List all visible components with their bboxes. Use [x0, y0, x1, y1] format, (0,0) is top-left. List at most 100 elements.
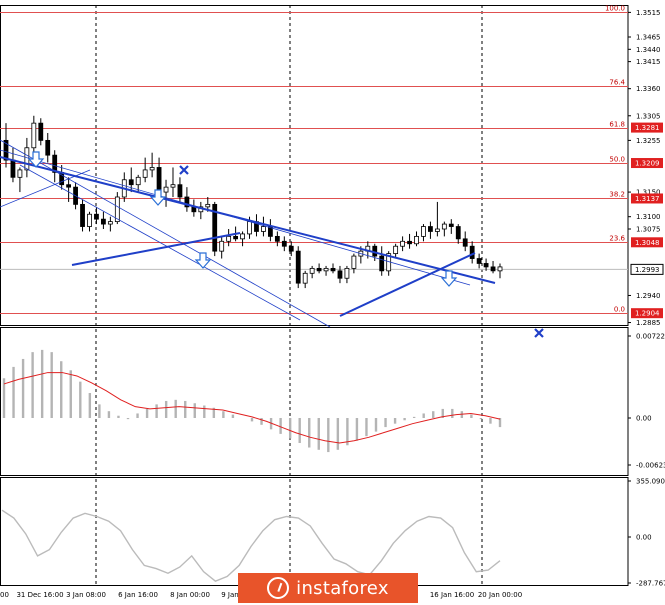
time-label: 16 Jan 16:00	[430, 591, 474, 599]
price-tag	[631, 237, 663, 248]
candle-body	[87, 213, 92, 227]
candle-body	[414, 235, 419, 245]
candle-body	[177, 184, 183, 198]
time-label-partial: 00	[0, 591, 9, 599]
candle-body	[66, 184, 72, 188]
candle-body	[170, 184, 176, 188]
price-tick-label: 1.3515	[636, 9, 661, 17]
main-pane-frame	[0, 5, 629, 326]
cross-marker-icon	[179, 165, 189, 175]
time-label: 6 Jan 16:00	[118, 591, 158, 599]
price-tick-label: 1.3150	[636, 189, 661, 197]
candle-body	[107, 221, 113, 225]
instaforex-logo: instaforex	[238, 573, 418, 603]
trend-line	[339, 252, 476, 317]
time-label: 20 Jan 00:00	[478, 591, 522, 599]
time-label: 3 Jan 08:00	[66, 591, 106, 599]
candle-body	[135, 176, 141, 186]
candle-body	[52, 154, 58, 173]
candle-body	[483, 263, 489, 268]
candle-body	[142, 169, 148, 178]
candle-body	[455, 226, 461, 240]
fib-level-label: 0.0	[614, 306, 625, 314]
candle-body	[205, 203, 211, 208]
candle-body	[441, 223, 447, 230]
time-label: 9 Jan	[221, 591, 238, 599]
candle-body	[17, 169, 23, 178]
watermark-text: instaforex	[296, 577, 389, 599]
fib-level-label: 23.6	[609, 235, 625, 243]
candle-body	[379, 255, 385, 272]
candle-body	[302, 272, 308, 284]
candle-body	[156, 167, 162, 193]
price-tick-label: 1.3255	[636, 137, 661, 145]
candle-body	[469, 245, 475, 259]
candle-body	[38, 122, 44, 141]
candle-body	[476, 258, 482, 264]
candle-body	[261, 226, 266, 232]
price-tick-label: 1.3465	[636, 34, 661, 42]
candle-body	[212, 203, 218, 252]
candle-body	[45, 139, 51, 156]
arrow-down-icon	[149, 189, 167, 206]
channel-line	[19, 164, 301, 321]
candle-body	[128, 179, 134, 186]
fib-level-label: 61.8	[609, 121, 625, 129]
instaforex-logo-icon	[267, 577, 290, 599]
macd-pane-frame	[0, 327, 629, 476]
macd-tick-label: 0.00	[636, 415, 652, 423]
candle-body	[295, 250, 301, 284]
candle-body	[316, 267, 322, 272]
candle-body	[184, 196, 190, 208]
candle-body	[400, 240, 405, 247]
candle-body	[309, 267, 315, 274]
candle-body	[233, 235, 239, 240]
candle-body	[490, 266, 496, 272]
candle-body	[247, 221, 252, 235]
candle-body	[407, 240, 412, 245]
candle-body	[351, 255, 357, 269]
oscillator-line	[1, 509, 501, 582]
price-tick-label: 1.3305	[636, 112, 661, 120]
arrow-down-icon	[194, 252, 212, 269]
candle-body	[149, 167, 155, 171]
current-price-label: 1.2993	[635, 266, 660, 274]
candle-body	[421, 226, 426, 237]
price-tick-label: 1.3100	[636, 213, 661, 221]
price-tick-label: 1.3440	[636, 46, 661, 54]
macd-tick-label: -0.00623	[636, 462, 665, 470]
candle-body	[337, 270, 343, 279]
fib-level-label: 50.0	[609, 156, 625, 164]
price-tag-label: 1.3048	[635, 239, 660, 247]
current-price-tag	[630, 263, 664, 275]
candle-body	[281, 240, 287, 247]
candle-body	[428, 226, 433, 232]
price-tick-label: 1.2940	[636, 292, 661, 300]
price-tick-label: 1.3360	[636, 85, 661, 93]
price-tick-label: 1.3075	[636, 226, 661, 234]
trend-line	[71, 232, 241, 266]
macd-signal-line	[3, 372, 501, 444]
candle-body	[94, 213, 99, 220]
time-label: 8 Jan 00:00	[170, 591, 210, 599]
candle-body	[101, 218, 106, 225]
channel-line	[0, 169, 91, 208]
price-tag	[631, 158, 663, 169]
osc-tick-label: 0.00	[636, 534, 652, 542]
candle-body	[226, 235, 232, 242]
fib-level-label: 100.0	[605, 5, 625, 13]
price-tag-label: 1.3281	[635, 124, 660, 132]
osc-tick-label: 355.0903	[636, 478, 665, 486]
price-tick-label: 1.2885	[636, 319, 661, 327]
candle-body	[219, 240, 225, 252]
candle-body	[434, 228, 440, 232]
arrow-down-icon	[27, 151, 45, 168]
channel-line	[0, 139, 331, 328]
candle-body	[323, 267, 329, 272]
arrow-down-icon	[440, 270, 458, 287]
candle-body	[31, 122, 37, 149]
candle-body	[80, 203, 85, 227]
candle-body	[274, 235, 280, 242]
candle-body	[288, 245, 294, 252]
